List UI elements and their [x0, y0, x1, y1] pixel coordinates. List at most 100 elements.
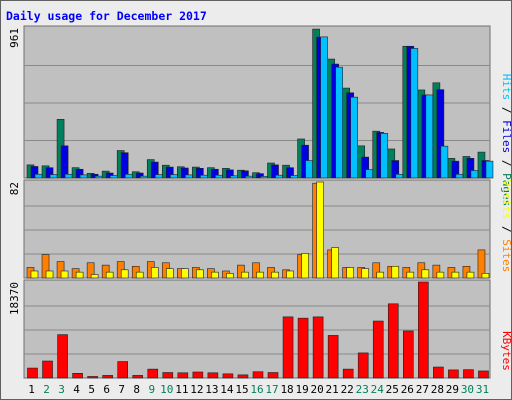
bar-sites	[101, 264, 110, 279]
bar-kbytes	[372, 320, 384, 379]
legend-visits: Visits	[500, 180, 512, 220]
x-tick-label: 10	[160, 383, 173, 396]
y-max-label: 961	[8, 28, 21, 48]
panel-visits-sites: 82	[8, 179, 491, 279]
bar-pages	[320, 36, 328, 179]
bar-pages	[49, 174, 58, 179]
bar-pages	[335, 66, 343, 179]
panel2-side-label: Visits / Sites	[500, 180, 512, 273]
bar-files	[196, 168, 204, 179]
bar-pages	[425, 94, 434, 179]
bar-pages	[215, 174, 223, 179]
bar-visits	[30, 270, 39, 279]
bar-files	[45, 167, 54, 179]
x-tick-label: 11	[175, 383, 188, 396]
legend-sites: Sites	[500, 239, 512, 272]
bar-files	[60, 145, 69, 179]
bar-visits	[75, 271, 84, 279]
bar-files	[30, 166, 39, 179]
legend-sep: /	[500, 153, 512, 173]
legend-hits: Hits	[500, 74, 512, 101]
bar-pages	[365, 169, 374, 179]
x-tick-label: 25	[386, 383, 399, 396]
panel1-side-label: Hits / Files / Pages	[500, 74, 512, 207]
bar-pages	[485, 160, 494, 179]
x-tick-label: 9	[148, 383, 155, 396]
x-tick-label: 7	[118, 383, 125, 396]
x-tick-label: 5	[88, 383, 95, 396]
bar-kbytes	[117, 361, 128, 379]
bar-files	[150, 161, 159, 179]
x-tick-label: 27	[416, 383, 429, 396]
bar-files	[466, 158, 475, 179]
bar-sites	[372, 262, 381, 279]
x-tick-label: 28	[431, 383, 444, 396]
x-tick-label: 17	[265, 383, 278, 396]
x-tick-label: 26	[401, 383, 414, 396]
bar-kbytes	[342, 368, 354, 379]
bar-files	[211, 168, 219, 179]
x-tick-label: 16	[250, 383, 263, 396]
x-tick-label: 22	[341, 383, 354, 396]
bar-visits	[105, 271, 114, 279]
panels: 961 82 18370	[8, 25, 494, 379]
x-tick-label: 3	[58, 383, 65, 396]
bar-sites	[86, 262, 95, 279]
bar-visits	[135, 271, 144, 279]
bar-pages	[395, 173, 404, 179]
bar-kbytes	[448, 369, 459, 379]
x-tick-label: 8	[133, 383, 140, 396]
bar-sites	[477, 249, 486, 279]
x-tick-label: 12	[190, 383, 203, 396]
bar-sites	[56, 261, 65, 279]
bar-pages	[34, 173, 43, 179]
bar-sites	[237, 264, 245, 279]
bar-pages	[410, 48, 419, 179]
bar-visits	[45, 270, 54, 279]
bar-kbytes	[478, 370, 489, 379]
bar-pages	[200, 174, 208, 179]
x-tick-label: 15	[235, 383, 248, 396]
bar-pages	[109, 175, 118, 179]
bar-kbytes	[237, 374, 249, 379]
bar-kbytes	[192, 371, 204, 379]
bar-visits	[271, 271, 279, 279]
bar-visits	[211, 271, 219, 279]
x-tick-label: 4	[73, 383, 80, 396]
series-kbytes	[27, 281, 489, 379]
bar-files	[226, 169, 234, 179]
bar-visits	[226, 273, 234, 279]
bar-pages	[260, 176, 268, 179]
bar-pages	[64, 173, 73, 179]
bar-pages	[440, 145, 449, 179]
bar-kbytes	[102, 375, 113, 379]
bar-kbytes	[387, 303, 399, 379]
x-tick-label: 6	[103, 383, 110, 396]
bar-pages	[124, 173, 133, 179]
bar-visits	[60, 270, 69, 279]
bar-pages	[79, 174, 88, 179]
series-sites	[26, 182, 486, 279]
bar-visits	[451, 271, 460, 279]
x-tick-label: 1	[28, 383, 35, 396]
legend-kbytes: KBytes	[500, 331, 512, 371]
bar-kbytes	[177, 372, 189, 379]
bar-visits	[376, 271, 385, 279]
bar-visits	[361, 268, 370, 279]
bar-kbytes	[27, 367, 38, 379]
bar-files	[165, 166, 174, 179]
chart-title: Daily usage for December 2017	[6, 9, 207, 23]
bar-files	[241, 170, 249, 179]
bar-files	[436, 89, 445, 179]
bar-visits	[421, 269, 430, 279]
bar-visits	[196, 269, 204, 279]
bar-pages	[245, 175, 253, 179]
bar-pages	[154, 174, 163, 179]
bar-visits	[481, 273, 490, 279]
x-tick-label: 19	[295, 383, 308, 396]
bar-pages	[350, 96, 358, 179]
bar-files	[256, 173, 264, 179]
bar-files	[391, 160, 400, 179]
